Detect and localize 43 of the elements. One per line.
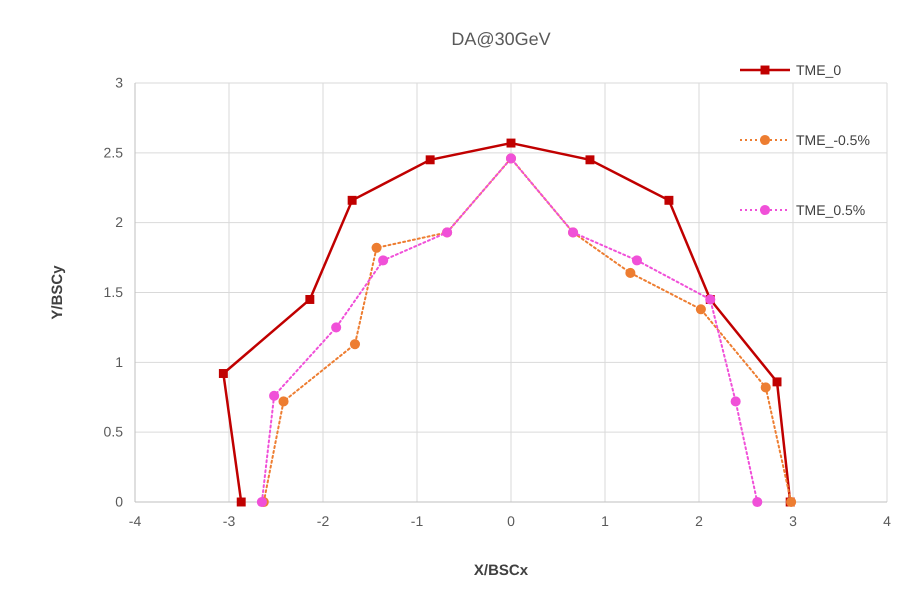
point bbox=[372, 242, 382, 253]
x-axis-title: X/BSCx bbox=[474, 562, 529, 579]
point bbox=[506, 138, 516, 148]
y-tick-label: 1.5 bbox=[104, 284, 124, 300]
point bbox=[772, 377, 782, 386]
x-tick-label: -2 bbox=[316, 512, 330, 529]
point bbox=[331, 322, 342, 332]
x-tick-label: -4 bbox=[128, 512, 142, 529]
x-tick-label: 4 bbox=[883, 512, 892, 529]
x-tick-label: 3 bbox=[789, 512, 798, 529]
point bbox=[236, 498, 246, 506]
x-tick-label: 2 bbox=[695, 512, 704, 529]
y-tick-label: 0 bbox=[115, 493, 124, 510]
x-tick-label: 0 bbox=[507, 512, 516, 529]
x-tick-label: -1 bbox=[410, 512, 424, 529]
point bbox=[378, 255, 388, 266]
y-axis-title: Y/BSCy bbox=[49, 264, 66, 320]
chart-title: DA@30GeV bbox=[451, 29, 551, 49]
point bbox=[632, 255, 642, 266]
y-tick-label: 2.5 bbox=[104, 144, 124, 160]
point bbox=[585, 155, 594, 164]
point bbox=[730, 396, 741, 406]
point bbox=[350, 339, 360, 350]
x-tick-label: -3 bbox=[222, 512, 236, 529]
point bbox=[696, 304, 706, 314]
point bbox=[278, 396, 289, 406]
x-tick-label: 1 bbox=[601, 512, 610, 529]
point bbox=[269, 390, 280, 401]
y-tick-label: 0.5 bbox=[104, 424, 124, 440]
legend-label: TME_0.5% bbox=[796, 202, 866, 218]
point bbox=[218, 369, 228, 378]
point bbox=[664, 196, 674, 205]
point bbox=[752, 496, 762, 508]
legend-label: TME_0 bbox=[796, 62, 842, 78]
point bbox=[305, 295, 314, 304]
point bbox=[426, 155, 435, 164]
point bbox=[625, 268, 636, 278]
y-tick-label: 1 bbox=[115, 354, 124, 370]
legend-label: TME_-0.5% bbox=[796, 132, 870, 148]
point bbox=[348, 196, 357, 205]
y-tick-label: 3 bbox=[115, 74, 124, 90]
y-tick-label: 2 bbox=[115, 214, 124, 230]
point bbox=[760, 382, 771, 393]
